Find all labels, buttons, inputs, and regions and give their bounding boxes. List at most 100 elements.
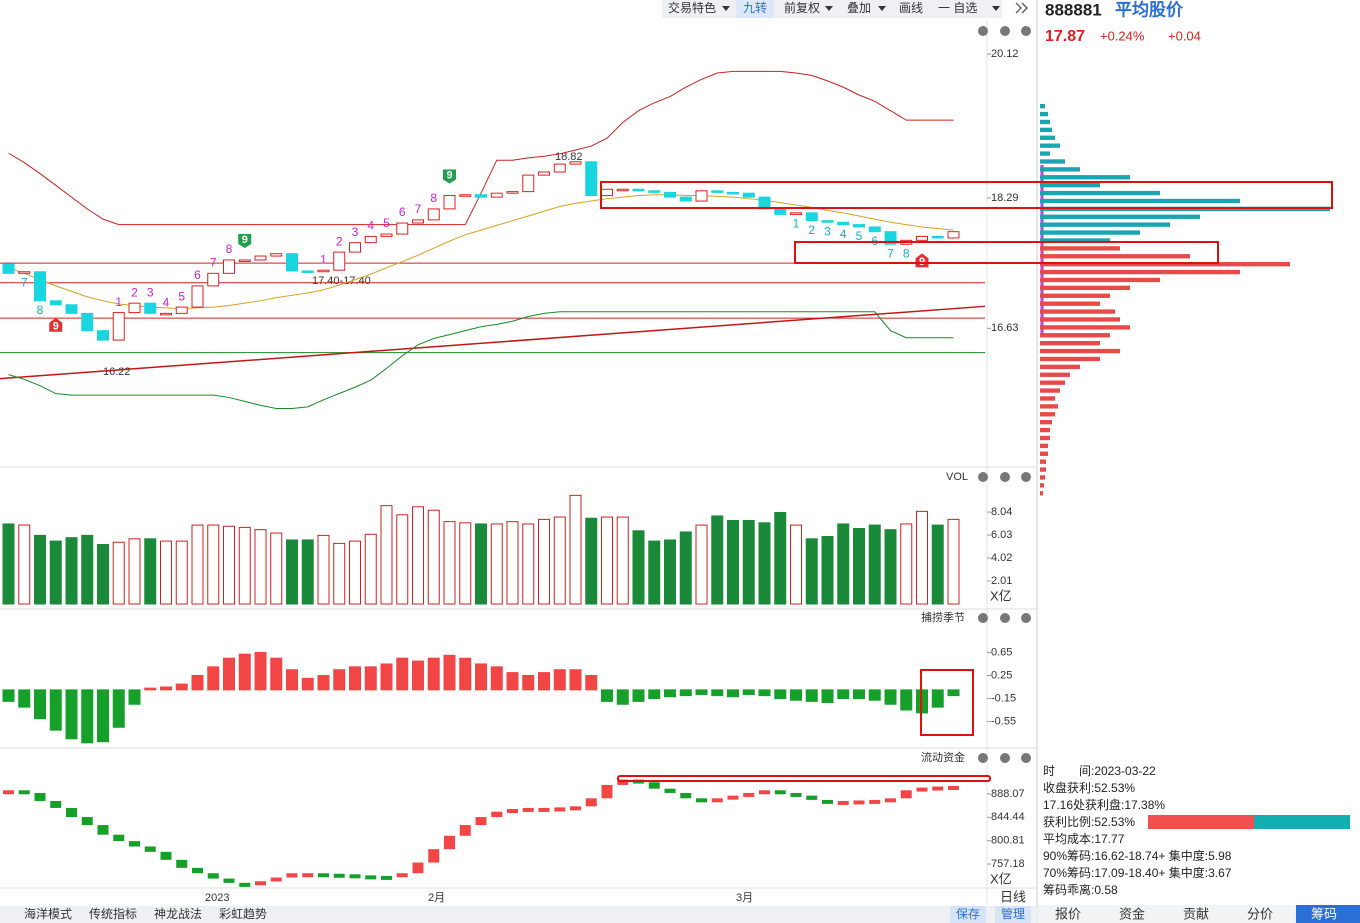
bar xyxy=(664,689,676,698)
seq-label: 2 xyxy=(131,285,138,299)
flow-bar xyxy=(601,784,613,799)
candle xyxy=(317,269,330,273)
y-tick-label: 8.04 xyxy=(991,506,1012,518)
candle xyxy=(175,306,188,314)
seq-label: 7 xyxy=(887,246,894,260)
bar xyxy=(774,689,787,699)
y-tick-label: 20.12 xyxy=(991,48,1019,60)
toolbar-active xyxy=(736,0,774,18)
bar xyxy=(301,677,314,691)
bar xyxy=(758,522,771,605)
seq-label: 3 xyxy=(824,224,831,238)
toolbar-item[interactable]: 前复权 xyxy=(784,0,820,15)
candle xyxy=(506,191,519,194)
seq-label: 5 xyxy=(856,229,863,243)
pane-icons[interactable] xyxy=(978,26,1031,763)
flow-bar xyxy=(428,849,440,863)
chip-bar xyxy=(1040,333,1110,338)
bar xyxy=(317,534,330,605)
bottom-tab[interactable]: 传统指标 xyxy=(89,906,137,921)
flow-bar xyxy=(680,792,692,799)
flow-bar xyxy=(365,875,377,880)
bar xyxy=(160,686,172,691)
candle xyxy=(349,242,361,253)
expand-icon[interactable] xyxy=(1015,2,1028,14)
candle xyxy=(128,302,141,314)
chip-bar xyxy=(1040,277,1160,283)
bar xyxy=(475,663,487,691)
candle xyxy=(112,312,125,341)
manage-button[interactable]: 管理 xyxy=(1001,906,1025,921)
save-button[interactable]: 保存 xyxy=(956,907,980,921)
side-tab[interactable]: 报价 xyxy=(1055,906,1081,921)
flow-bar xyxy=(916,787,928,792)
bar xyxy=(2,523,15,605)
candle xyxy=(853,224,865,228)
bar xyxy=(97,544,109,605)
flow-bar xyxy=(97,825,109,835)
side-tab[interactable]: 分价 xyxy=(1247,906,1273,921)
bar xyxy=(695,524,708,605)
toolbar-item[interactable]: 画线 xyxy=(899,1,923,15)
flow-bar xyxy=(570,806,581,811)
y-tick-label: 18.29 xyxy=(991,192,1019,204)
bar xyxy=(931,689,944,708)
flow-bar xyxy=(491,811,503,818)
bar xyxy=(538,518,550,605)
toolbar-item[interactable]: 九转 xyxy=(743,0,767,15)
side-tab[interactable]: 资金 xyxy=(1119,906,1145,921)
bottom-tab[interactable]: 海洋模式 xyxy=(24,906,72,921)
bar xyxy=(506,521,519,605)
period[interactable]: 日线 xyxy=(1000,889,1026,904)
chip-bar xyxy=(1040,198,1240,204)
bar xyxy=(128,538,141,605)
seq-label: 5 xyxy=(383,216,390,230)
chip-bar xyxy=(1040,388,1060,393)
candle xyxy=(412,219,424,224)
bar xyxy=(112,689,125,728)
chip-bar xyxy=(1040,380,1065,385)
loss-ratio-bar xyxy=(1254,815,1350,829)
x-label: 2023 xyxy=(205,892,229,904)
chip-bar xyxy=(1040,435,1050,441)
bar xyxy=(443,521,456,605)
candle xyxy=(18,271,31,274)
flow-bar xyxy=(81,817,93,826)
y-tick-label: 0.65 xyxy=(991,646,1012,658)
bar xyxy=(396,514,409,605)
toolbar-item[interactable]: 一 自选 xyxy=(938,1,977,15)
candle xyxy=(585,161,598,197)
stock-pct: +0.24% xyxy=(1100,28,1145,43)
side-tab[interactable]: 筹码 xyxy=(1311,906,1337,921)
bar xyxy=(821,689,834,704)
price-annotation: 16.22 xyxy=(103,366,131,378)
chip-bar xyxy=(1040,443,1048,449)
bar xyxy=(900,689,913,711)
bar xyxy=(380,663,393,691)
candle xyxy=(65,304,78,314)
toolbar-item[interactable]: 叠加 xyxy=(847,1,871,15)
bar xyxy=(333,669,346,691)
bottom-tab[interactable]: 神龙战法 xyxy=(154,907,202,921)
info-line: 70%筹码:17.09-18.40+ 集中度:3.67 xyxy=(1043,865,1232,880)
flow-bar xyxy=(160,851,172,860)
flow-bar xyxy=(664,788,676,793)
flow-bar xyxy=(144,846,156,852)
candle xyxy=(301,270,314,273)
candle xyxy=(711,190,724,193)
bar xyxy=(2,689,15,702)
side-tab[interactable]: 贡献 xyxy=(1183,906,1209,921)
bar xyxy=(144,538,157,605)
toolbar-item[interactable]: 交易特色 xyxy=(668,0,716,15)
bottom-tab[interactable]: 彩虹趋势 xyxy=(219,907,267,921)
bar xyxy=(821,536,834,605)
bar xyxy=(916,510,928,605)
chip-bar xyxy=(1040,317,1120,322)
candle xyxy=(333,251,346,271)
bar xyxy=(632,530,645,605)
flow-bar xyxy=(932,786,944,791)
candle xyxy=(443,195,456,210)
chip-bar xyxy=(1040,293,1110,298)
candle xyxy=(286,253,298,272)
